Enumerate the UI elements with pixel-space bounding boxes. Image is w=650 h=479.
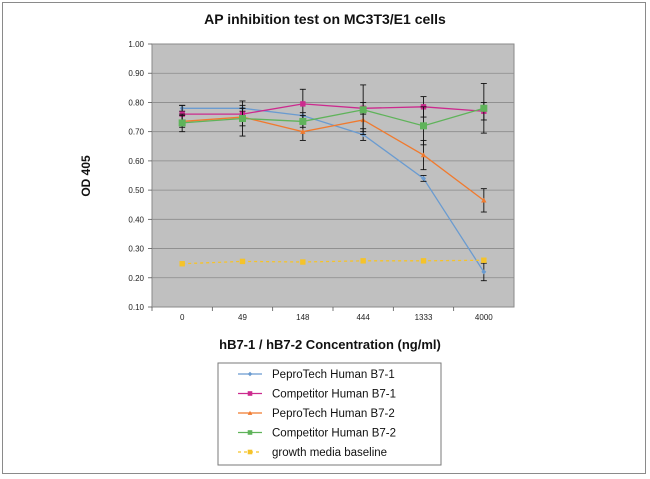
data-point — [480, 104, 488, 112]
legend — [217, 362, 442, 466]
data-point — [420, 122, 427, 130]
legend-label: PeproTech Human B7-1 — [272, 369, 395, 381]
legend-item: growth media baseline — [238, 447, 387, 459]
data-point — [420, 152, 427, 158]
data-point — [421, 175, 426, 181]
y-tick-label: 0.90 — [128, 69, 144, 78]
legend-item: Competitor Human B7-1 — [238, 389, 396, 401]
legend-label: growth media baseline — [272, 447, 387, 459]
data-point — [239, 115, 246, 123]
series-line — [182, 259, 484, 265]
legend-label: Competitor Human B7-1 — [272, 389, 396, 401]
data-point — [300, 101, 306, 107]
series-group — [178, 82, 488, 282]
data-point — [178, 119, 186, 127]
data-point — [300, 128, 306, 134]
data-point — [299, 117, 307, 125]
plot-area — [151, 43, 515, 308]
legend-item: PeproTech Human B7-1 — [238, 369, 395, 381]
x-tick-label: 1333 — [415, 313, 433, 322]
y-tick-label: 1.00 — [128, 40, 144, 49]
data-point — [481, 269, 487, 275]
y-tick-label: 0.70 — [128, 128, 144, 137]
x-axis-ticks: 0 49 148 444 1333 4000 — [151, 307, 493, 322]
data-point — [247, 391, 253, 396]
x-tick-label: 4000 — [475, 313, 493, 322]
data-point — [179, 261, 185, 267]
y-tick-label: 0.20 — [128, 274, 144, 283]
legend-label: PeproTech Human B7-2 — [272, 408, 395, 420]
x-tick-label: 0 — [180, 313, 185, 322]
data-point — [481, 197, 487, 203]
data-point — [247, 410, 253, 415]
data-point — [247, 430, 253, 435]
legend-label: Competitor Human B7-2 — [272, 428, 396, 440]
x-axis-label: hB7-1 / hB7-2 Concentration (ng/ml) — [219, 337, 441, 352]
y-tick-label: 0.10 — [128, 303, 144, 312]
x-tick-label: 49 — [238, 313, 247, 322]
y-tick-label: 0.80 — [128, 98, 144, 107]
series-line — [182, 116, 485, 201]
legend-entries: PeproTech Human B7-1 Competitor Human B7-… — [238, 369, 396, 459]
x-tick-label: 444 — [356, 313, 370, 322]
series-line — [182, 107, 485, 127]
data-point — [481, 257, 487, 263]
series-4 — [179, 257, 487, 267]
y-tick-label: 0.30 — [128, 245, 144, 254]
data-point — [247, 449, 253, 455]
data-point — [247, 371, 253, 377]
series-line — [182, 107, 485, 273]
series-3 — [178, 82, 488, 146]
data-point — [360, 258, 366, 264]
chart-title: AP inhibition test on MC3T3/E1 cells — [204, 11, 446, 27]
y-axis-ticks: 0.10 0.20 0.30 0.40 0.50 0.60 0.70 0.80 0.90 1.00 — [128, 40, 152, 312]
data-point — [420, 258, 427, 264]
x-tick-label: 148 — [296, 313, 310, 322]
y-tick-label: 0.60 — [128, 157, 144, 166]
data-point — [359, 106, 367, 114]
series-line — [182, 103, 484, 115]
y-tick-label: 0.40 — [128, 215, 144, 224]
y-tick-label: 0.50 — [128, 186, 144, 195]
data-point — [300, 259, 306, 265]
legend-item: PeproTech Human B7-2 — [238, 408, 395, 420]
y-axis-label: OD 405 — [79, 155, 93, 197]
legend-item: Competitor Human B7-2 — [238, 428, 396, 440]
data-point — [239, 258, 246, 265]
gridlines — [152, 72, 514, 279]
